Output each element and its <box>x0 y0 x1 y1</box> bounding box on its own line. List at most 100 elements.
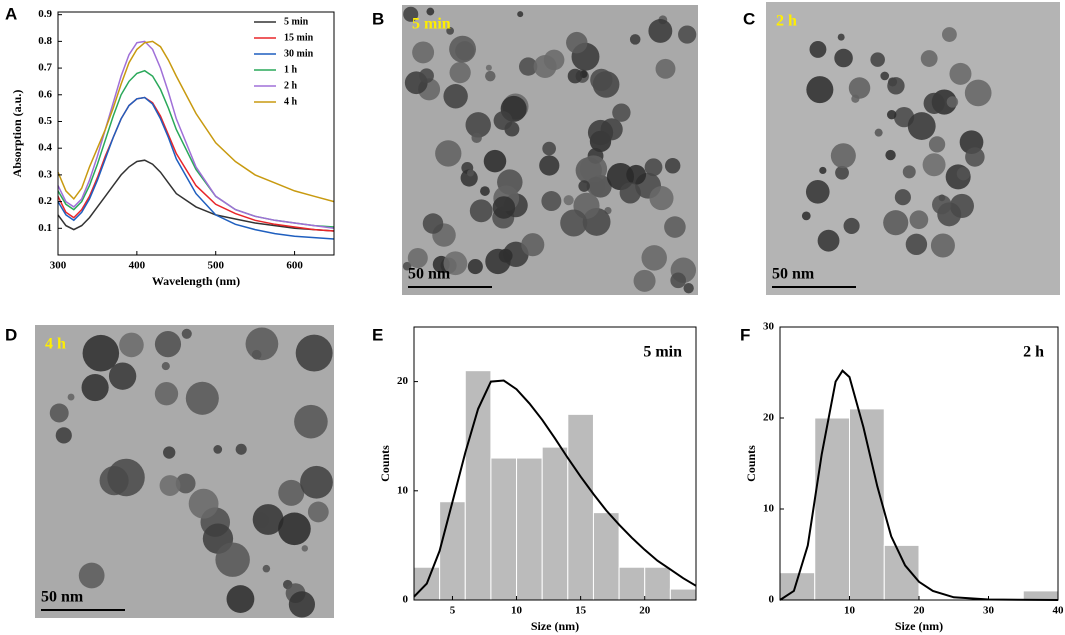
particle <box>806 76 834 104</box>
image-label: 2 h <box>776 13 797 30</box>
particle <box>215 542 250 577</box>
panel-label: B <box>372 9 384 28</box>
particle <box>49 403 69 423</box>
particle <box>278 512 311 546</box>
particle <box>185 381 219 415</box>
particle <box>885 149 896 161</box>
particle <box>956 167 971 181</box>
particle <box>226 585 255 613</box>
particle <box>629 34 641 45</box>
particle <box>295 334 333 372</box>
particle <box>492 196 516 219</box>
y-tick-label: 0.4 <box>38 142 52 154</box>
histogram-bar <box>490 457 518 601</box>
x-tick-label: 400 <box>129 260 146 272</box>
particle <box>664 216 686 238</box>
plot-frame <box>413 326 697 601</box>
y-tick-label: 0 <box>769 594 775 606</box>
particle <box>539 155 560 176</box>
legend-label: 4 h <box>284 96 298 107</box>
particle <box>626 164 647 185</box>
particle <box>449 61 471 84</box>
particle <box>870 52 885 67</box>
histogram-bar <box>1022 590 1059 601</box>
particle <box>154 382 179 406</box>
x-tick-label: 15 <box>575 605 587 617</box>
particle <box>633 269 656 292</box>
particle <box>307 501 329 523</box>
particle <box>521 233 545 257</box>
particle <box>119 332 144 358</box>
x-tick-label: 20 <box>639 605 651 617</box>
particle <box>817 229 840 252</box>
particle <box>590 68 613 92</box>
image-label: 5 min <box>412 16 451 33</box>
particle <box>678 25 697 44</box>
particle <box>932 194 952 215</box>
series-line <box>57 96 335 240</box>
legend-label: 30 min <box>284 48 314 59</box>
particle <box>480 186 490 196</box>
particle <box>107 458 145 497</box>
particle <box>874 128 883 137</box>
particle <box>175 473 196 494</box>
particle <box>78 562 105 589</box>
particle <box>465 112 491 138</box>
y-tick-label: 0.7 <box>38 62 52 74</box>
particle <box>519 57 538 76</box>
particle <box>578 180 590 192</box>
scale-bar-label: 50 nm <box>41 589 84 606</box>
particle <box>301 545 309 552</box>
particle <box>612 103 631 122</box>
y-tick-label: 0.5 <box>38 115 52 127</box>
particle <box>801 211 811 221</box>
particle <box>905 233 928 256</box>
particle <box>830 143 856 169</box>
series-line <box>57 40 335 230</box>
particle <box>253 512 269 528</box>
histogram-bar <box>567 413 594 601</box>
particle <box>586 176 606 196</box>
particle <box>108 362 137 390</box>
particle <box>288 591 316 618</box>
particle <box>542 141 556 156</box>
x-tick-label: 20 <box>914 605 926 617</box>
particle <box>181 328 192 339</box>
particle <box>567 68 583 84</box>
y-tick-label: 20 <box>763 412 775 424</box>
particle <box>81 374 109 402</box>
particle <box>655 58 676 79</box>
particle <box>300 465 333 499</box>
x-tick-label: 600 <box>286 260 303 272</box>
legend-label: 5 min <box>284 16 309 27</box>
particle <box>422 213 444 234</box>
panel-label: A <box>5 4 17 23</box>
particle <box>941 27 957 42</box>
particle <box>880 71 890 81</box>
particle <box>819 166 827 175</box>
histogram-bar <box>883 544 920 601</box>
scale-bar-label: 50 nm <box>772 266 815 283</box>
particle <box>67 393 75 401</box>
y-tick-label: 0.8 <box>38 35 52 47</box>
scale-bar-label: 50 nm <box>408 266 451 283</box>
histogram-bar <box>439 501 466 601</box>
particle <box>533 54 557 78</box>
particle <box>837 33 845 41</box>
x-tick-label: 500 <box>207 260 224 272</box>
particle <box>407 248 428 269</box>
x-axis-label: Size (nm) <box>531 619 579 633</box>
particle <box>483 149 507 173</box>
panel-label: D <box>5 325 17 344</box>
particle <box>648 19 673 43</box>
particle <box>446 26 454 35</box>
x-tick-label: 40 <box>1053 605 1065 617</box>
annotation: 5 min <box>643 344 682 361</box>
particle <box>262 564 271 573</box>
fit-curve <box>779 369 1059 601</box>
particle <box>946 96 959 108</box>
particle <box>294 404 328 439</box>
series-line <box>57 40 335 203</box>
histogram-bar <box>814 417 850 601</box>
particle <box>55 427 72 444</box>
